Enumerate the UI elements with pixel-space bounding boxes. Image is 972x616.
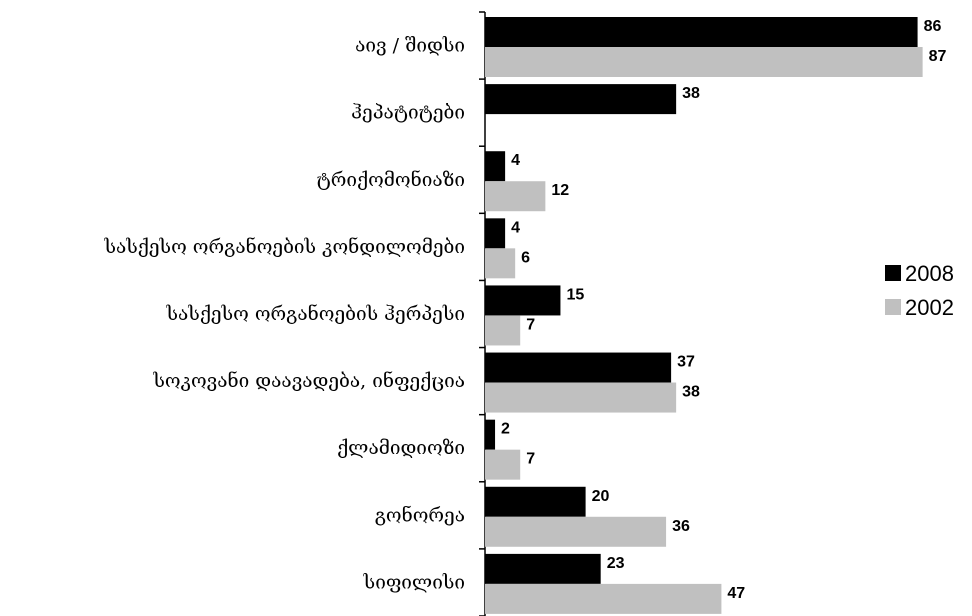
category-label: აივ / შიდსი — [355, 35, 465, 57]
bar-2008 — [485, 84, 677, 115]
data-label-2002: 36 — [672, 518, 690, 535]
legend-swatch-2008 — [885, 265, 901, 281]
bar-2002 — [485, 516, 667, 547]
bar-2008 — [485, 285, 561, 316]
legend-label-2008: 2008 — [905, 261, 954, 286]
data-label-2008: 20 — [592, 488, 610, 505]
data-label-2008: 86 — [924, 18, 942, 35]
bar-2002 — [485, 181, 546, 212]
bar-2008 — [485, 218, 506, 249]
data-label-2008: 4 — [511, 152, 520, 169]
data-label-2008: 37 — [677, 354, 695, 371]
bar-2002 — [485, 382, 677, 413]
labels-layer: აივ / შიდსი 86 87 ჰეპატიტები 38 ტრიქომონიაზი 4… — [103, 18, 946, 602]
bar-2002 — [485, 315, 521, 346]
data-label-2002: 47 — [727, 585, 745, 602]
bars-layer — [485, 17, 923, 614]
bar-2008 — [485, 17, 918, 47]
data-label-2008: 2 — [501, 421, 510, 438]
bar-2008 — [485, 419, 496, 450]
bar-2008 — [485, 553, 601, 584]
data-label-2008: 4 — [511, 219, 520, 236]
axis-layer — [479, 11, 486, 616]
bar-2008 — [485, 352, 672, 383]
data-label-2008: 38 — [682, 85, 700, 102]
category-label: სასქესო ორგანოების კონდილომები — [103, 236, 465, 258]
category-label: ჰეპატიტები — [351, 102, 465, 124]
bar-2002 — [485, 449, 521, 480]
category-label: სოკოვანი დაავადება, ინფექცია — [152, 370, 465, 392]
data-label-2008: 23 — [607, 555, 625, 572]
category-label: სასქესო ორგანოების ჰერპესი — [165, 303, 465, 325]
bar-2002 — [485, 248, 516, 279]
data-label-2008: 15 — [566, 286, 584, 303]
category-label: ქლამიდიოზი — [337, 437, 465, 459]
category-label: გონორეა — [375, 504, 465, 526]
data-label-2002: 12 — [551, 182, 569, 199]
data-label-2002: 7 — [526, 451, 535, 468]
legend-label-2002: 2002 — [905, 295, 954, 320]
bar-2002 — [485, 47, 923, 77]
data-label-2002: 6 — [521, 249, 530, 266]
legend-swatch-2002 — [885, 299, 901, 315]
bar-2008 — [485, 486, 586, 517]
category-label: ტრიქომონიაზი — [316, 169, 465, 191]
category-label: სიფილისი — [363, 571, 465, 593]
data-label-2002: 38 — [682, 384, 700, 401]
data-label-2002: 87 — [929, 48, 947, 65]
bar-2002 — [485, 583, 722, 614]
data-label-2002: 7 — [526, 316, 535, 333]
bar-2008 — [485, 151, 506, 182]
legend: 2008 2002 — [885, 261, 954, 320]
